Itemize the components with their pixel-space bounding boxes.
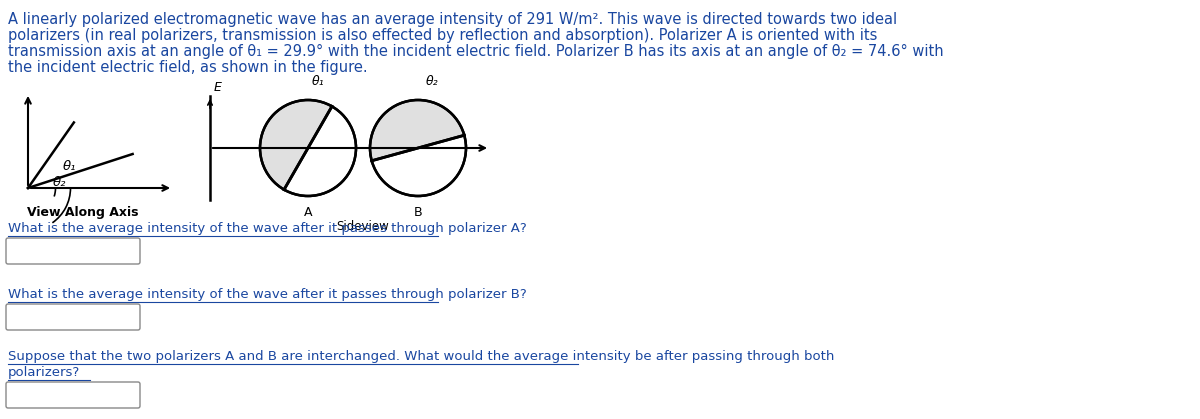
Text: B: B bbox=[414, 206, 422, 219]
Text: transmission axis at an angle of θ₁ = 29.9° with the incident electric field. Po: transmission axis at an angle of θ₁ = 29… bbox=[8, 44, 943, 59]
Text: A linearly polarized electromagnetic wave has an average intensity of 291 W/m². : A linearly polarized electromagnetic wav… bbox=[8, 12, 898, 27]
Text: θ₁: θ₁ bbox=[62, 160, 77, 173]
Polygon shape bbox=[370, 100, 464, 161]
Text: θ₂: θ₂ bbox=[53, 176, 66, 189]
Text: A: A bbox=[304, 206, 312, 219]
Text: θ₂: θ₂ bbox=[426, 75, 438, 88]
Text: E: E bbox=[214, 81, 222, 94]
Text: the incident electric field, as shown in the figure.: the incident electric field, as shown in… bbox=[8, 60, 367, 75]
Text: Suppose that the two polarizers A and B are interchanged. What would the average: Suppose that the two polarizers A and B … bbox=[8, 350, 834, 363]
Text: Sideview: Sideview bbox=[337, 220, 389, 233]
Text: polarizers?: polarizers? bbox=[8, 366, 80, 379]
FancyBboxPatch shape bbox=[6, 304, 140, 330]
Text: What is the average intensity of the wave after it passes through polarizer B?: What is the average intensity of the wav… bbox=[8, 288, 527, 301]
Polygon shape bbox=[260, 100, 332, 190]
FancyBboxPatch shape bbox=[6, 238, 140, 264]
Text: polarizers (in real polarizers, transmission is also effected by reflection and : polarizers (in real polarizers, transmis… bbox=[8, 28, 877, 43]
FancyBboxPatch shape bbox=[6, 382, 140, 408]
Text: What is the average intensity of the wave after it passes through polarizer A?: What is the average intensity of the wav… bbox=[8, 222, 527, 235]
Text: θ₁: θ₁ bbox=[312, 75, 324, 88]
Text: View Along Axis: View Along Axis bbox=[28, 206, 139, 219]
